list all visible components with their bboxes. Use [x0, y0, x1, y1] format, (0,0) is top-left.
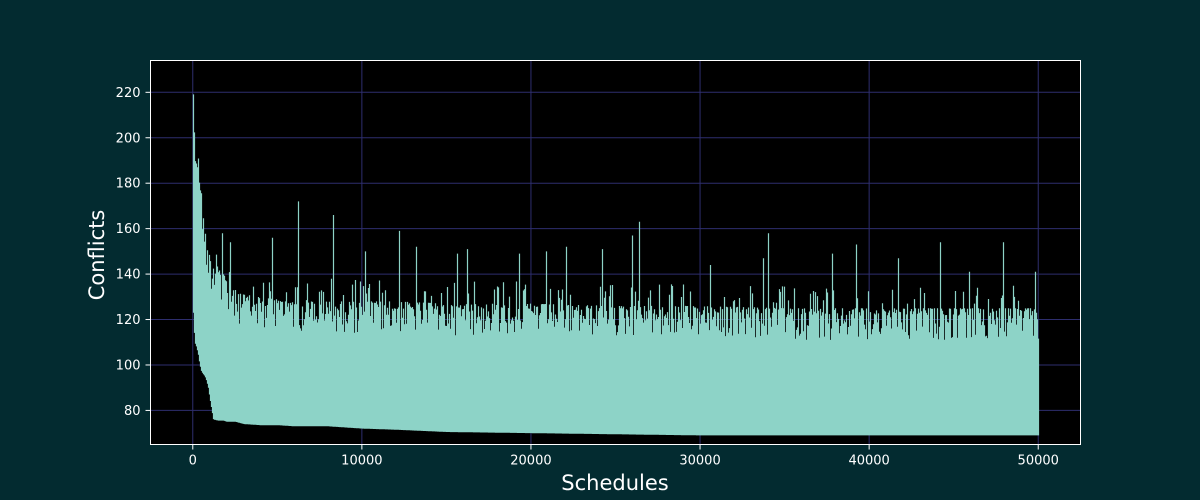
y-tick-label: 220 — [116, 86, 141, 101]
y-tick-label: 160 — [116, 222, 141, 237]
y-tick-label: 180 — [116, 177, 141, 192]
x-tick-label: 10000 — [341, 454, 382, 469]
x-tick-label: 50000 — [1018, 454, 1059, 469]
y-axis: 80 100 120 140 160 180 200 220 — [116, 86, 151, 419]
y-axis-label: Conflicts — [85, 210, 109, 301]
x-tick-label: 0 — [189, 454, 197, 469]
x-axis-label: Schedules — [561, 471, 668, 495]
plot-frame — [150, 60, 1081, 445]
x-tick-label: 40000 — [848, 454, 889, 469]
x-tick-label: 20000 — [510, 454, 551, 469]
y-tick-label: 200 — [116, 131, 141, 146]
y-tick-label: 100 — [116, 358, 141, 373]
y-tick-label: 140 — [116, 268, 141, 283]
y-tick-label: 120 — [116, 313, 141, 328]
y-tick-label: 80 — [124, 404, 141, 419]
series-line — [192, 94, 1040, 436]
plot-area — [192, 94, 1040, 436]
x-tick-label: 30000 — [679, 454, 720, 469]
x-axis: 0 10000 20000 30000 40000 50000 — [189, 444, 1059, 469]
